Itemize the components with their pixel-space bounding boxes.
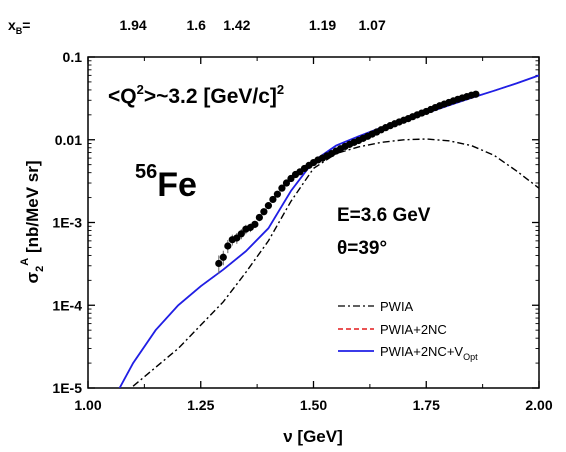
top-axis-title: xB= [8, 17, 30, 36]
q2-sup: 2 [137, 82, 144, 97]
data-point [260, 208, 268, 216]
y-axis-title: σ2A [nb/MeV sr] [19, 160, 46, 283]
y-axis-title-sup: A [19, 258, 31, 266]
data-point [251, 220, 259, 228]
nucleus-symbol: Fe [157, 166, 197, 204]
x-tick-label: 1.25 [187, 397, 214, 413]
x-tick-label: 2.00 [525, 397, 552, 413]
legend-vopt-main: PWIA+2NC+V [380, 344, 463, 359]
y-tick-label: 1E-3 [52, 215, 82, 231]
data-point [282, 179, 291, 187]
x-axis-title: ν [GeV] [283, 427, 343, 446]
data-point [255, 213, 263, 222]
angle-annotation: θ=39° [337, 238, 387, 259]
x-axis: 1.00 1.25 1.50 1.75 2.00 [74, 57, 553, 413]
plot-frame [87, 56, 540, 389]
q2-sup2: 2 [277, 82, 284, 97]
data-point [273, 190, 282, 198]
nucleus-annotation: 56Fe [135, 161, 197, 204]
legend-pwia-2nc-label: PWIA+2NC [380, 322, 447, 337]
series-line-0 [132, 138, 539, 387]
nucleus-mass: 56 [135, 161, 157, 183]
q2-annotation: <Q2>~3.2 [GeV/c]2 [108, 82, 284, 108]
top-axis: 1.94 1.6 1.42 1.19 1.07 [119, 17, 385, 33]
y-axis: 0.1 0.01 1E-3 1E-4 1E-5 [52, 49, 539, 396]
x-tick-label: 1.50 [300, 397, 327, 413]
top-tick-label: 1.19 [309, 17, 336, 33]
top-axis-title-suffix: = [22, 17, 30, 33]
q2-suffix: >~3.2 [GeV/c] [144, 85, 277, 108]
beam-energy-annotation: E=3.6 GeV [337, 205, 431, 226]
top-axis-title-main: x [8, 17, 16, 33]
y-tick-label: 0.01 [55, 132, 82, 148]
data-point [233, 234, 241, 242]
legend: PWIA PWIA+2NC PWIA+2NC+VOpt [338, 299, 478, 362]
data-point [264, 202, 272, 210]
data-point [472, 90, 480, 98]
y-tick-label: 1E-5 [52, 380, 82, 396]
y-axis-title-sub: 2 [34, 266, 46, 272]
q2-prefix: <Q [108, 85, 137, 108]
y-axis-title-main: σ [23, 272, 42, 284]
legend-vopt-sub: Opt [463, 352, 478, 362]
top-tick-label: 1.94 [119, 17, 146, 33]
data-point [269, 195, 277, 204]
data-point [224, 242, 232, 250]
top-tick-label: 1.42 [223, 17, 250, 33]
data-points [215, 90, 480, 274]
legend-pwia-label: PWIA [380, 299, 414, 314]
data-point [278, 184, 286, 192]
x-tick-label: 1.75 [413, 397, 440, 413]
top-tick-label: 1.6 [187, 17, 207, 33]
legend-pwia-2nc-vopt-label: PWIA+2NC+VOpt [380, 344, 478, 362]
data-point [215, 259, 223, 268]
y-tick-label: 0.1 [63, 49, 83, 65]
x-tick-label: 1.00 [74, 397, 101, 413]
data-point [219, 253, 227, 261]
y-tick-label: 1E-4 [52, 297, 82, 313]
top-tick-label: 1.07 [359, 17, 386, 33]
top-axis-title-sub: B [16, 26, 23, 36]
y-axis-title-units: [nb/MeV sr] [23, 160, 42, 257]
data-point [237, 230, 245, 238]
